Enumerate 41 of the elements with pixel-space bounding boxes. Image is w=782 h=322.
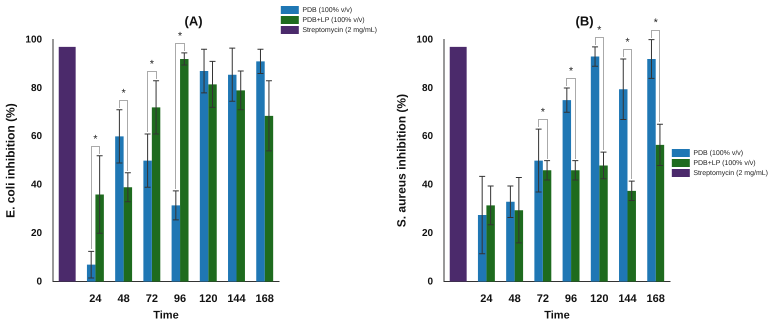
x-tick-label: 24	[480, 293, 494, 306]
annotation: *	[625, 36, 630, 48]
x-tick-label: 24	[89, 293, 102, 306]
y-tick-label: 80	[30, 82, 43, 94]
chart-title: (A)	[184, 13, 203, 28]
y-tick-label: 80	[422, 82, 434, 94]
y-tick-label: 40	[30, 180, 43, 191]
x-tick-label: 120	[590, 293, 608, 306]
x-tick-label: 48	[508, 293, 521, 306]
x-tick-label: 72	[146, 293, 158, 306]
y-tick-label: 0	[428, 276, 434, 288]
annotation: *	[540, 106, 546, 119]
y-axis-title: E. coli inhibition (%)	[4, 103, 18, 218]
x-axis-title: Time	[153, 309, 179, 322]
y-tick-label: 40	[422, 180, 434, 191]
annotation: *	[654, 17, 659, 30]
y-tick-label: 20	[422, 228, 434, 239]
chart-title: (B)	[575, 13, 594, 28]
x-tick-label: 120	[199, 293, 218, 306]
x-tick-label: 48	[118, 293, 130, 306]
x-tick-label: 144	[618, 293, 638, 306]
y-tick-label: 100	[25, 34, 43, 46]
annotation: *	[150, 58, 155, 70]
x-tick-label: 144	[227, 293, 247, 306]
x-tick-label: 168	[256, 293, 274, 306]
y-tick-label: 60	[422, 131, 434, 142]
x-tick-label: 96	[174, 293, 186, 306]
y-tick-label: 0	[36, 276, 43, 288]
x-tick-label: 168	[646, 293, 665, 306]
x-tick-label: 72	[536, 293, 549, 306]
annotation: *	[597, 24, 602, 36]
annotation: *	[93, 133, 98, 146]
y-tick-label: 20	[30, 228, 43, 239]
y-tick-label: 100	[416, 34, 434, 46]
x-axis-title: Time	[544, 309, 570, 322]
x-tick-label: 96	[564, 293, 578, 306]
annotation: *	[178, 30, 183, 42]
y-tick-label: 60	[30, 131, 43, 142]
annotation: *	[568, 66, 574, 78]
annotation: *	[121, 87, 126, 100]
y-axis-title: S. aureus inhibition (%)	[394, 94, 409, 228]
